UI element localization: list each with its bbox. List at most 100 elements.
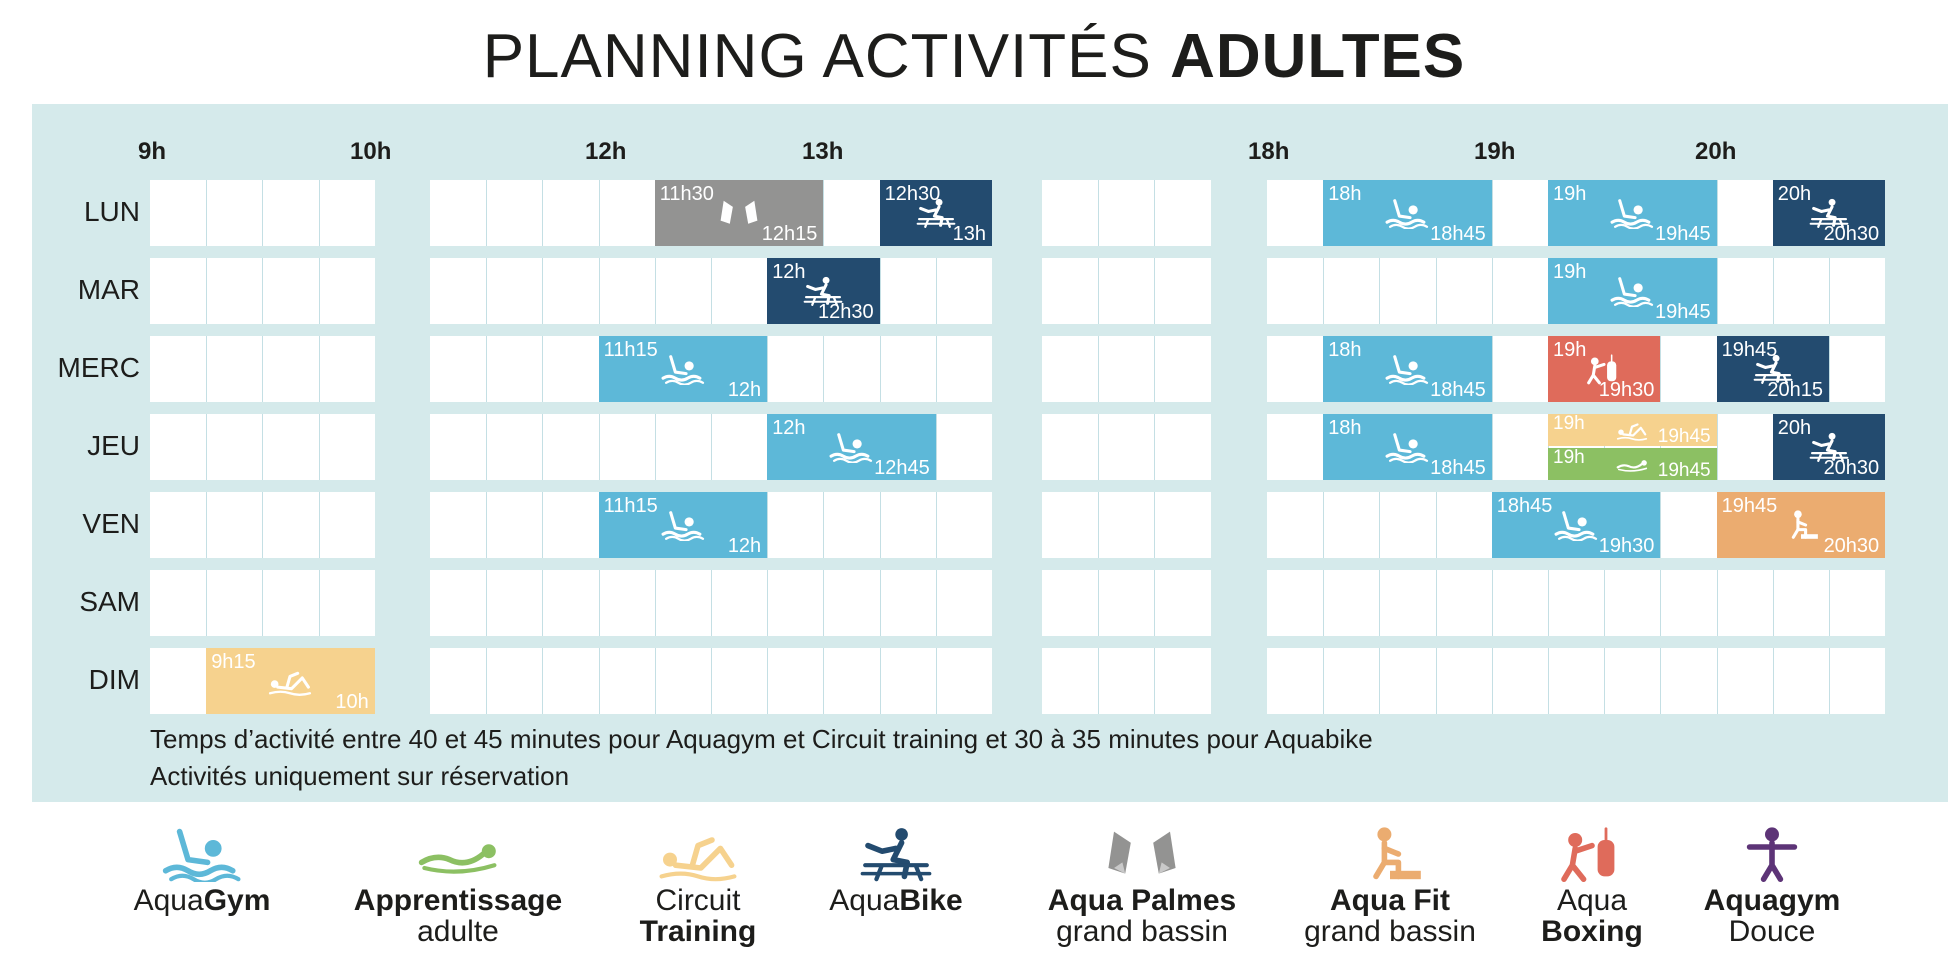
activity-block-aquagym: 12h 12h45 xyxy=(767,414,936,480)
swimmer-learning-icon xyxy=(1616,460,1648,472)
end-time: 18h45 xyxy=(1430,457,1486,479)
quarter-hour-gridline xyxy=(1379,492,1381,558)
start-time: 19h xyxy=(1553,448,1585,468)
end-time: 12h15 xyxy=(761,223,818,245)
day-row-block xyxy=(1042,648,1211,714)
hour-label: 19h xyxy=(1474,138,1516,165)
quarter-hour-gridline xyxy=(1323,648,1325,714)
quarter-hour-gridline xyxy=(1548,414,1549,480)
legend-label: Aqua xyxy=(1556,884,1628,917)
end-time: 10h xyxy=(335,691,369,713)
day-row-block xyxy=(1042,414,1211,480)
quarter-hour-gridline xyxy=(206,414,208,480)
quarter-hour-gridline xyxy=(767,336,769,402)
swimmer-waving-icon xyxy=(1386,199,1429,229)
quarter-hour-gridline xyxy=(767,648,769,714)
quarter-hour-gridline xyxy=(262,492,264,558)
quarter-hour-gridline xyxy=(598,570,600,636)
start-time: 18h xyxy=(1328,417,1362,439)
quarter-hour-gridline xyxy=(1660,336,1662,402)
aquabike-icon xyxy=(916,198,956,228)
swimmer-waving-icon xyxy=(1610,199,1654,229)
hour-label: 20h xyxy=(1695,138,1737,165)
quarter-hour-gridline xyxy=(262,180,264,246)
quarter-hour-gridline xyxy=(654,648,656,714)
hour-label: 18h xyxy=(1248,138,1290,165)
quarter-hour-gridline xyxy=(1435,492,1437,558)
quarter-hour-gridline xyxy=(598,258,600,324)
quarter-hour-gridline xyxy=(1548,648,1549,714)
activity-block-aquagym: 18h 18h45 xyxy=(1323,180,1492,246)
quarter-hour-gridline xyxy=(1660,414,1662,480)
quarter-hour-gridline xyxy=(1772,570,1774,636)
activity-block-boxing: 19h 19h30 xyxy=(1548,336,1661,402)
quarter-hour-gridline xyxy=(486,570,488,636)
quarter-hour-gridline xyxy=(318,180,320,246)
legend-label: Boxing xyxy=(1541,915,1643,948)
quarter-hour-gridline xyxy=(1098,258,1100,324)
quarter-hour-gridline xyxy=(1098,414,1100,480)
quarter-hour-gridline xyxy=(318,336,320,402)
start-time: 19h xyxy=(1553,414,1585,434)
start-time: 9h15 xyxy=(211,651,256,673)
legend-item-douce: Aquagym Douce xyxy=(1642,826,1902,948)
start-time: 20h xyxy=(1777,183,1812,205)
quarter-hour-gridline xyxy=(1604,570,1606,636)
end-time: 19h45 xyxy=(1654,301,1711,323)
quarter-hour-gridline xyxy=(1491,570,1493,636)
end-time: 12h30 xyxy=(817,301,874,323)
quarter-hour-gridline xyxy=(1491,414,1493,480)
circuit-training-icon xyxy=(1617,423,1648,441)
quarter-hour-gridline xyxy=(1491,648,1493,714)
end-time: 19h45 xyxy=(1657,426,1711,447)
quarter-hour-gridline xyxy=(486,258,488,324)
quarter-hour-gridline xyxy=(1154,258,1156,324)
day-label: SAM xyxy=(79,586,140,617)
activity-block-aquafit: 19h45 20h30 xyxy=(1716,492,1886,558)
quarter-hour-gridline xyxy=(1548,570,1549,636)
start-time: 20h xyxy=(1777,417,1812,439)
start-time: 11h15 xyxy=(603,495,658,517)
quarter-hour-gridline xyxy=(1829,258,1830,324)
legend-label: Aquagym xyxy=(1703,884,1841,917)
aquabike-icon xyxy=(1809,432,1849,462)
legend-label: Apprentissage xyxy=(353,884,563,917)
quarter-hour-gridline xyxy=(318,414,320,480)
quarter-hour-gridline xyxy=(935,258,937,324)
activity-block-aquabike: 19h45 20h15 xyxy=(1716,336,1829,402)
quarter-hour-gridline xyxy=(879,648,881,714)
start-time: 18h45 xyxy=(1496,495,1553,517)
hour-label: 13h xyxy=(802,138,844,165)
quarter-hour-gridline xyxy=(1660,492,1662,558)
quarter-hour-gridline xyxy=(1716,180,1718,246)
quarter-hour-gridline xyxy=(711,258,712,324)
activity-block-aquagym: 18h45 19h30 xyxy=(1491,492,1661,558)
quarter-hour-gridline xyxy=(654,258,656,324)
start-time: 19h xyxy=(1553,339,1587,361)
quarter-hour-gridline xyxy=(823,336,825,402)
quarter-hour-gridline xyxy=(262,570,264,636)
legend-label: AquaGym xyxy=(133,884,271,917)
end-time: 19h45 xyxy=(1657,460,1711,481)
quarter-hour-gridline xyxy=(823,180,825,246)
quarter-hour-gridline xyxy=(1379,570,1381,636)
day-label: DIM xyxy=(88,664,140,695)
swimmer-waving-icon xyxy=(661,355,704,385)
page-title-bold: ADULTES xyxy=(1170,22,1466,91)
quarter-hour-gridline xyxy=(206,258,208,324)
swimmer-waving-icon xyxy=(661,511,704,541)
legend-label: grand bassin xyxy=(1056,915,1228,948)
quarter-hour-gridline xyxy=(879,336,881,402)
hour-label: 12h xyxy=(585,138,627,165)
quarter-hour-gridline xyxy=(1154,648,1156,714)
quarter-hour-gridline xyxy=(1098,180,1100,246)
quarter-hour-gridline xyxy=(823,570,825,636)
quarter-hour-gridline xyxy=(1491,336,1493,402)
activity-block-circuit: 19h 19h45 xyxy=(1548,414,1717,446)
quarter-hour-gridline xyxy=(1772,258,1774,324)
quarter-hour-gridline xyxy=(206,336,208,402)
quarter-hour-gridline xyxy=(262,336,264,402)
activity-block-aquagym: 19h 19h45 xyxy=(1548,180,1717,246)
quarter-hour-gridline xyxy=(1323,570,1325,636)
swimmer-waving-icon xyxy=(162,828,241,882)
